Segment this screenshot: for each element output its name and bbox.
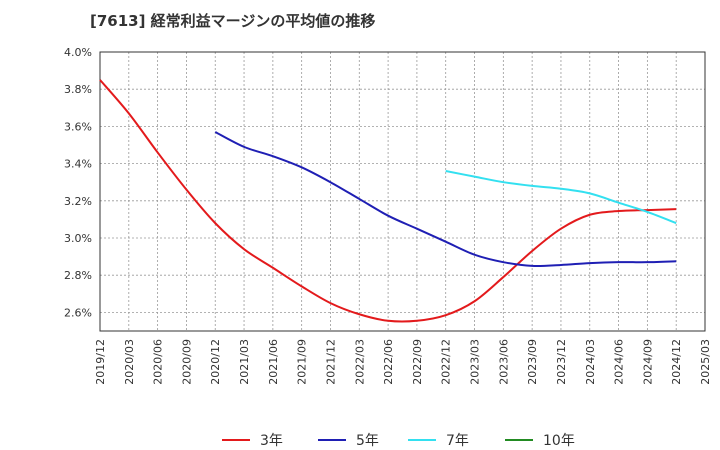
x-tick-label: 2024/06 [613, 339, 626, 385]
legend-label: 7年 [446, 433, 469, 449]
x-tick-label: 2024/09 [641, 339, 654, 385]
legend-swatch [408, 439, 436, 441]
y-tick-label: 4.0% [64, 46, 92, 59]
y-tick-label: 2.6% [64, 306, 92, 319]
legend-label: 3年 [260, 433, 283, 449]
chart-plot: 2019/12 2020/03 2020/06 2020/09 2020/12 2021/… [64, 46, 712, 385]
legend-item: 10年 [505, 430, 575, 450]
y-tick-label: 3.6% [64, 120, 92, 133]
x-tick-label: 2023/09 [526, 339, 539, 385]
x-tick-label: 2021/12 [324, 339, 337, 385]
legend-label: 10年 [543, 433, 575, 449]
y-tick-label: 3.4% [64, 158, 92, 171]
x-tick-label: 2022/06 [382, 339, 395, 385]
x-tick-label: 2020/06 [152, 339, 165, 385]
x-tick-label: 2024/03 [584, 339, 597, 385]
y-tick-label: 3.0% [64, 232, 92, 245]
legend-swatch [222, 439, 250, 441]
x-tick-label: 2025/03 [699, 339, 712, 385]
chart-title: [7613] 経常利益マージンの平均値の推移 [90, 12, 376, 30]
x-tick-label: 2022/12 [440, 339, 453, 385]
x-tick-label: 2023/03 [469, 339, 482, 385]
x-tick-label: 2019/12 [94, 339, 107, 385]
x-tick-label: 2021/09 [296, 339, 309, 385]
legend-item: 5年 [318, 430, 379, 450]
plot-frame [99, 51, 706, 332]
legend-swatch [505, 439, 533, 441]
legend-item: 3年 [222, 430, 283, 450]
series-line [99, 79, 677, 323]
legend-label: 5年 [356, 433, 379, 449]
x-tick-label: 2022/09 [411, 339, 424, 385]
x-tick-label: 2020/03 [123, 339, 136, 385]
x-tick-label: 2024/12 [670, 339, 683, 385]
series-line [214, 131, 677, 268]
legend-item: 7年 [408, 430, 469, 450]
legend-swatch [318, 439, 346, 441]
series-line [445, 170, 677, 225]
x-tick-label: 2020/09 [180, 339, 193, 385]
x-tick-label: 2022/03 [353, 339, 366, 385]
x-tick-label: 2023/12 [555, 339, 568, 385]
x-tick-label: 2020/12 [209, 339, 222, 385]
x-tick-label: 2023/06 [497, 339, 510, 385]
y-tick-label: 2.8% [64, 269, 92, 282]
x-tick-label: 2021/03 [238, 339, 251, 385]
y-tick-label: 3.2% [64, 195, 92, 208]
x-tick-label: 2021/06 [267, 339, 280, 385]
y-tick-label: 3.8% [64, 83, 92, 96]
